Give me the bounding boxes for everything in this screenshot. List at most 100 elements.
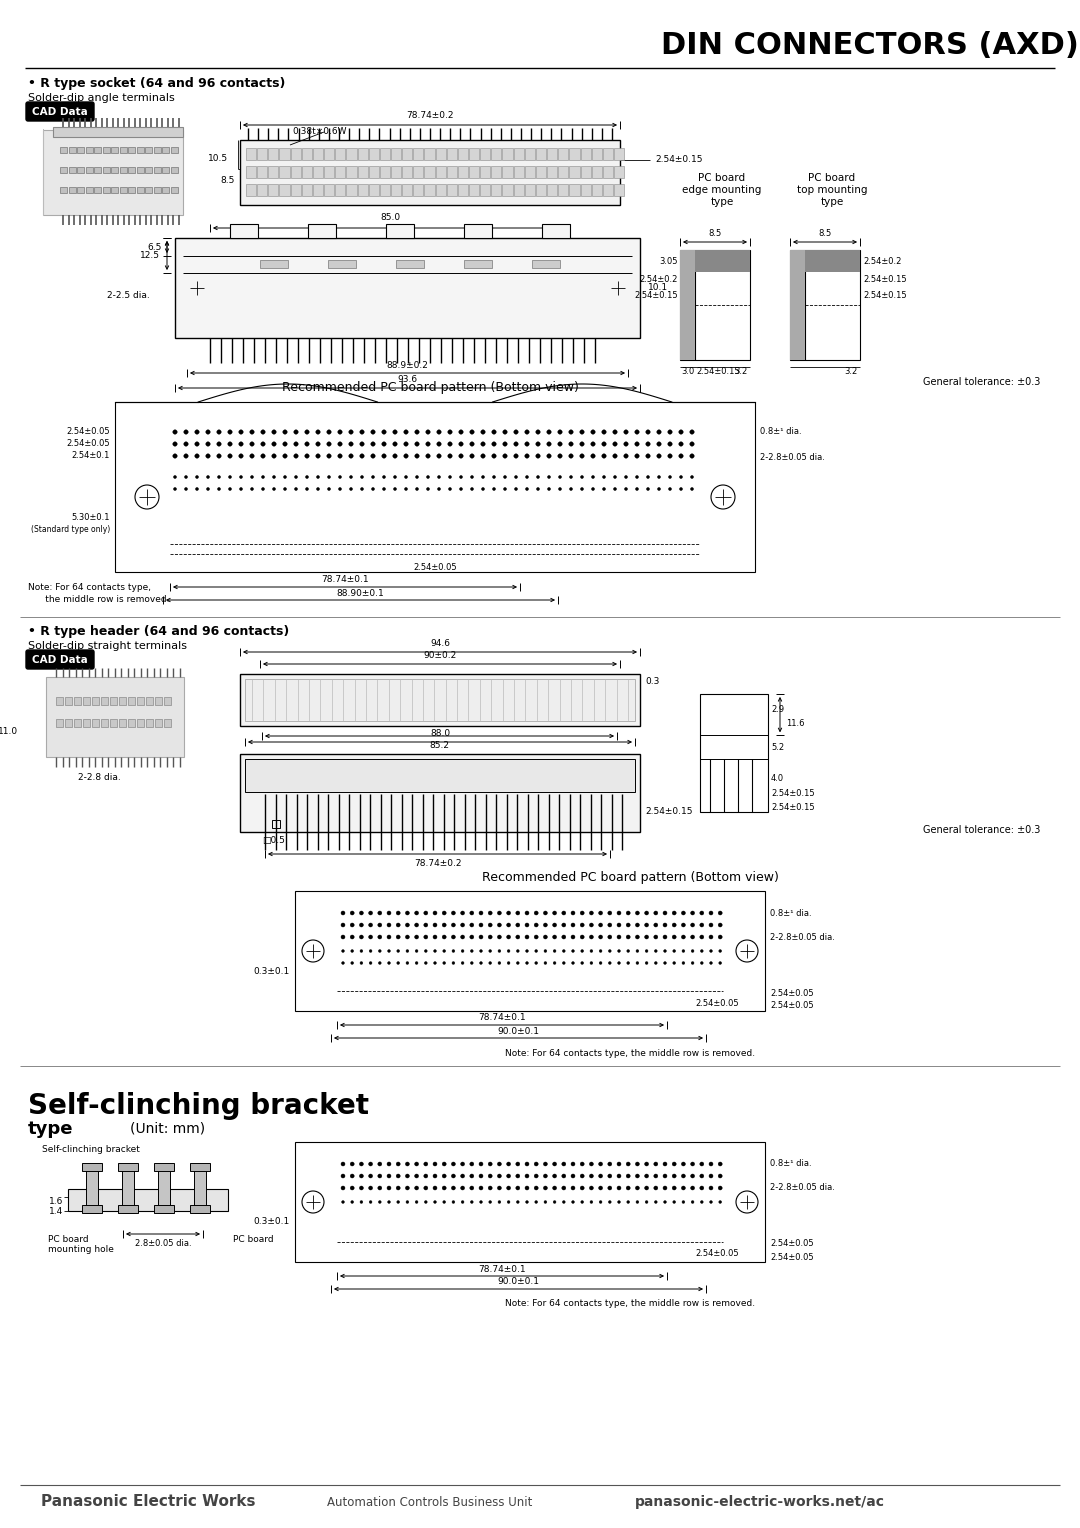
Circle shape — [598, 935, 603, 940]
Circle shape — [635, 487, 638, 490]
Circle shape — [663, 961, 666, 964]
Bar — [268, 167, 279, 177]
Circle shape — [406, 961, 409, 964]
Circle shape — [690, 1161, 694, 1166]
Circle shape — [672, 1161, 676, 1166]
Circle shape — [544, 961, 546, 964]
Circle shape — [598, 923, 603, 927]
Bar — [301, 148, 312, 160]
Circle shape — [482, 487, 485, 490]
Circle shape — [590, 949, 593, 952]
Circle shape — [378, 1186, 382, 1190]
Bar — [324, 148, 334, 160]
Circle shape — [557, 442, 563, 446]
Circle shape — [249, 429, 254, 434]
Circle shape — [603, 475, 606, 478]
Circle shape — [341, 961, 345, 964]
Text: 94.6: 94.6 — [430, 639, 450, 648]
Bar — [190, 1206, 210, 1213]
Bar — [94, 147, 102, 153]
Bar — [789, 251, 860, 361]
Bar — [592, 148, 602, 160]
Circle shape — [294, 442, 298, 446]
Text: 2.9: 2.9 — [771, 704, 784, 714]
Text: 0.3±0.1: 0.3±0.1 — [254, 1218, 291, 1227]
Bar — [324, 167, 334, 177]
Bar — [111, 186, 118, 193]
Bar — [245, 678, 635, 721]
Circle shape — [341, 935, 345, 940]
Circle shape — [681, 1186, 686, 1190]
Circle shape — [338, 454, 342, 458]
Text: edge mounting: edge mounting — [683, 185, 761, 196]
Bar — [65, 697, 72, 704]
Circle shape — [194, 442, 199, 446]
Bar — [136, 167, 144, 173]
Circle shape — [424, 1201, 428, 1204]
Circle shape — [525, 442, 529, 446]
Circle shape — [370, 454, 375, 458]
Circle shape — [194, 429, 199, 434]
Circle shape — [590, 935, 593, 940]
Bar — [240, 753, 640, 833]
Bar — [118, 1163, 138, 1170]
Bar — [558, 148, 568, 160]
Bar — [68, 1189, 228, 1212]
Bar — [129, 720, 135, 727]
Circle shape — [507, 1174, 511, 1178]
Bar — [171, 167, 177, 173]
Circle shape — [251, 475, 254, 478]
Text: mounting hole: mounting hole — [48, 1244, 113, 1253]
Circle shape — [516, 949, 519, 952]
Bar — [111, 167, 118, 173]
Bar — [548, 183, 557, 196]
Circle shape — [598, 1186, 603, 1190]
Bar — [268, 183, 279, 196]
Bar — [469, 148, 480, 160]
Text: 2.54±0.15: 2.54±0.15 — [863, 275, 906, 284]
Bar — [280, 148, 289, 160]
Circle shape — [433, 949, 436, 952]
Circle shape — [442, 935, 446, 940]
Bar — [137, 720, 144, 727]
Circle shape — [378, 949, 381, 952]
Circle shape — [498, 961, 501, 964]
Circle shape — [460, 935, 464, 940]
Bar — [347, 167, 356, 177]
Circle shape — [663, 1174, 667, 1178]
Bar — [171, 147, 177, 153]
Circle shape — [470, 429, 474, 434]
Text: Recommended PC board pattern (Bottom view): Recommended PC board pattern (Bottom vie… — [482, 871, 779, 883]
Circle shape — [546, 429, 551, 434]
Circle shape — [360, 429, 364, 434]
Circle shape — [663, 911, 667, 915]
Text: 8.5: 8.5 — [220, 176, 235, 185]
Circle shape — [378, 1201, 381, 1204]
Circle shape — [448, 429, 453, 434]
Circle shape — [626, 935, 631, 940]
Bar — [313, 148, 323, 160]
Circle shape — [690, 911, 694, 915]
Circle shape — [635, 475, 638, 478]
Circle shape — [184, 429, 188, 434]
Circle shape — [626, 1186, 631, 1190]
Circle shape — [613, 487, 617, 490]
Circle shape — [708, 911, 713, 915]
Bar — [592, 167, 602, 177]
Bar — [402, 167, 413, 177]
Circle shape — [481, 442, 485, 446]
Circle shape — [563, 949, 565, 952]
Circle shape — [548, 475, 551, 478]
Circle shape — [602, 442, 606, 446]
Circle shape — [436, 429, 442, 434]
Circle shape — [635, 429, 639, 434]
Circle shape — [672, 911, 676, 915]
Circle shape — [393, 475, 396, 478]
Circle shape — [667, 454, 672, 458]
Circle shape — [516, 1174, 519, 1178]
Circle shape — [327, 475, 330, 478]
Circle shape — [548, 487, 551, 490]
Circle shape — [249, 454, 254, 458]
Circle shape — [433, 1201, 436, 1204]
Circle shape — [305, 454, 309, 458]
